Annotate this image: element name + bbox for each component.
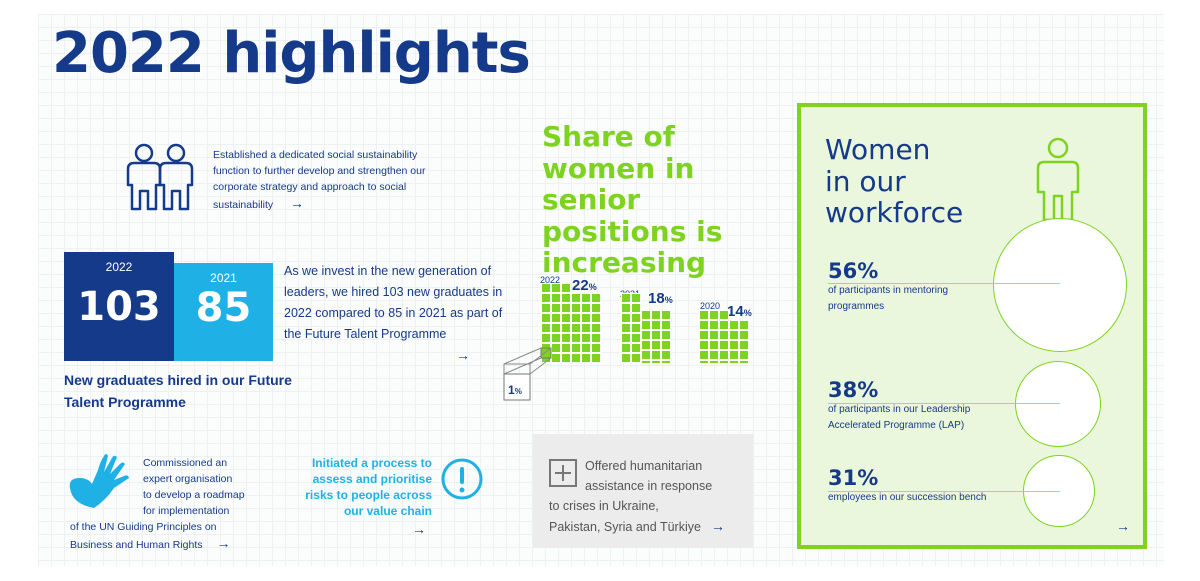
- un-text: Commissioned an expert organisation to d…: [143, 457, 245, 517]
- workforce-title: Women in our workforce: [825, 133, 964, 229]
- humanitarian-line-4: Pakistan, Syria and Türkiye →: [549, 518, 725, 534]
- graduates-year-2021: 2021: [210, 271, 237, 285]
- stat-mentoring: 56% of participants in mentoring program…: [828, 259, 949, 312]
- page-title: 2022 highlights: [52, 21, 531, 86]
- arrow-right-icon[interactable]: →: [412, 521, 426, 537]
- stat-divider: [828, 283, 1060, 284]
- graduates-caption: New graduates hired in our Future Talent…: [64, 372, 292, 410]
- graduates-text: As we invest in the new generation of le…: [284, 264, 503, 363]
- un-text-bottom: of the UN Guiding Principles on Business…: [70, 521, 231, 551]
- graduates-value-2021: 85: [195, 285, 252, 331]
- humanitarian-line-3: to crises in Ukraine,: [549, 499, 659, 513]
- bar-2020-col-b: [729, 320, 749, 363]
- legend-value: 1%: [508, 383, 522, 397]
- arrow-right-icon[interactable]: →: [710, 518, 725, 534]
- graduates-2022-box: 2022 103: [64, 252, 174, 361]
- exclamation-circle-icon: [440, 457, 484, 506]
- arrow-right-icon[interactable]: →: [216, 535, 231, 551]
- risk-process-text: Initiated a process to assess and priori…: [305, 456, 432, 537]
- graduates-2021-box: 2021 85: [174, 263, 273, 361]
- humanitarian-line-1: Offered humanitarian: [585, 459, 703, 473]
- stat-succession: 31% employees in our succession bench: [828, 466, 987, 503]
- humanitarian-box: [533, 434, 753, 548]
- arrow-right-icon[interactable]: →: [456, 347, 470, 363]
- bar-2022-col-b: [571, 293, 601, 363]
- bar-2020-col-a: [699, 310, 729, 363]
- bar-year-label: 2022: [540, 275, 561, 285]
- bar-value-2022: 22%: [572, 277, 597, 294]
- bar-2021-col-a: [621, 293, 641, 363]
- bar-value-2021: 18%: [648, 290, 673, 307]
- legend-cube-icon: [500, 346, 562, 409]
- stat-divider: [828, 491, 1060, 492]
- senior-positions-heading: Share of women in senior positions is in…: [542, 120, 723, 279]
- bar-group-2022: 2022: [540, 270, 560, 288]
- humanitarian-line-2: assistance in response: [585, 479, 713, 493]
- plus-box-icon: [549, 459, 577, 492]
- stat-leadership: 38% of participants in our Leadership Ac…: [828, 378, 971, 431]
- arrow-right-icon[interactable]: →: [290, 195, 305, 211]
- graduates-year-2022: 2022: [105, 260, 133, 274]
- two-people-icon: [126, 141, 194, 218]
- bar-2021-col-b: [641, 310, 671, 363]
- bar-group-2020: 2020: [700, 301, 721, 311]
- bar-value-2020: 14%: [727, 303, 752, 320]
- person-icon: [1036, 136, 1080, 227]
- stat-divider: [828, 403, 1060, 404]
- hand-icon: [66, 448, 136, 515]
- social-sustainability-text: Established a dedicated social sustainab…: [213, 149, 426, 211]
- stat-circle-56: [993, 218, 1127, 352]
- graduates-value-2022: 103: [77, 284, 161, 330]
- stat-circle-38: [1015, 361, 1101, 447]
- arrow-right-icon[interactable]: →: [1116, 518, 1130, 534]
